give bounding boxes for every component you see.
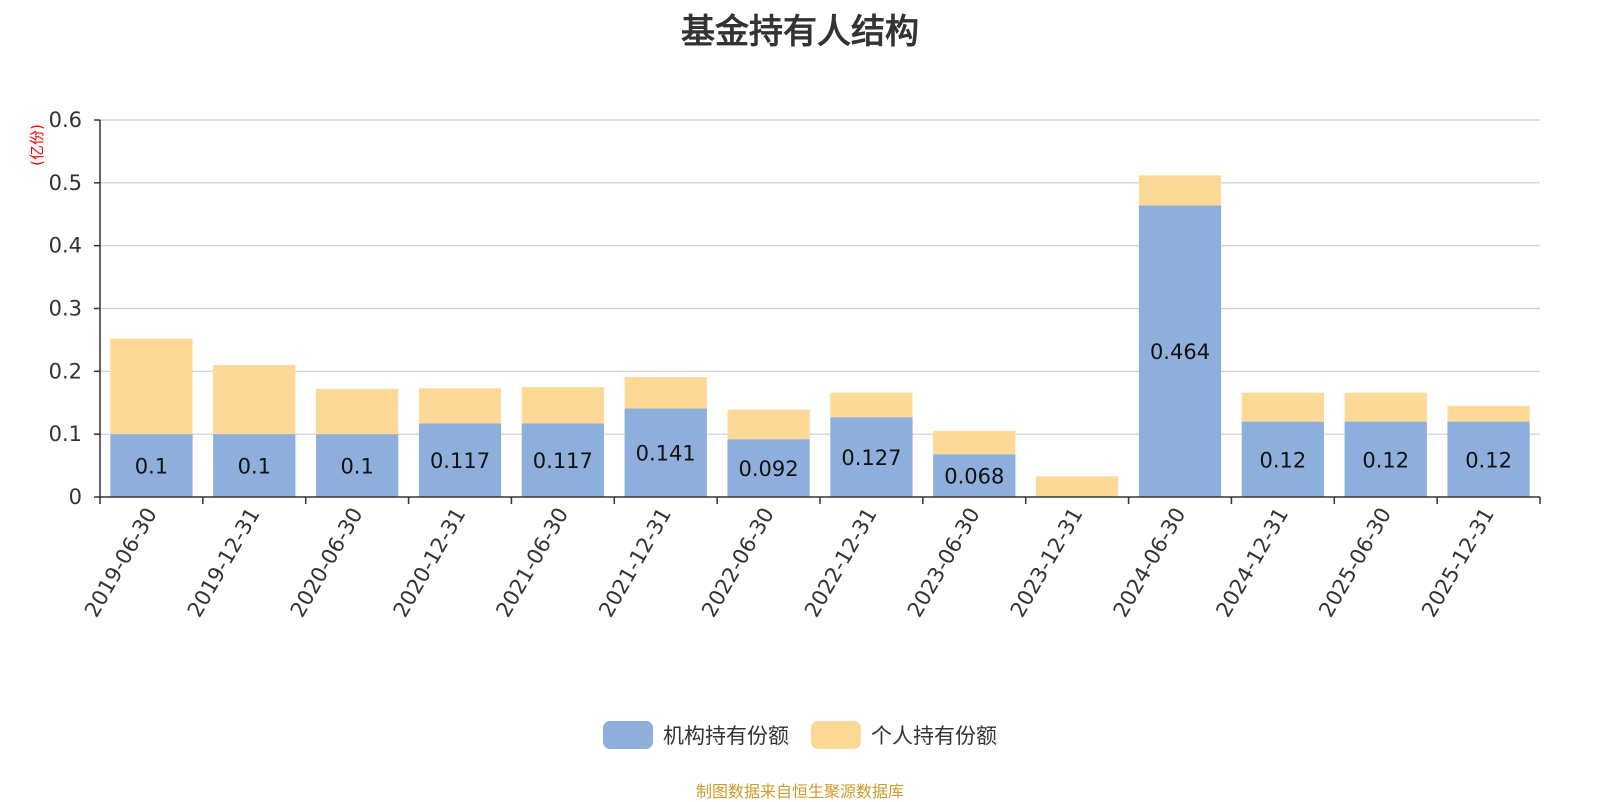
legend-swatch-individual: [811, 721, 861, 749]
bar-institutional-2021-12-31: [624, 408, 707, 497]
bar-individual-2021-06-30: [521, 387, 604, 424]
bar-individual-2025-12-31: [1447, 405, 1530, 422]
data-label-institutional-2020-12-31: 0.117: [430, 449, 490, 473]
x-tick-label-2020-12-31: 2020-12-31: [389, 504, 471, 622]
source-note: 制图数据来自恒生聚源数据库: [695, 782, 904, 801]
data-label-institutional-2021-12-31: 0.141: [636, 442, 696, 466]
legend-item-individual[interactable]: 个人持有份额: [811, 720, 997, 750]
x-tick-label-2023-12-31: 2023-12-31: [1006, 504, 1088, 622]
bar-institutional-2024-06-30: [1138, 205, 1222, 497]
legend-label-institutional: 机构持有份额: [663, 724, 789, 748]
data-label-institutional-2024-12-31: 0.12: [1259, 448, 1306, 472]
bar-individual-2021-12-31: [624, 376, 707, 409]
grid-lines: [100, 119, 1540, 435]
data-label-institutional-2020-06-30: 0.1: [340, 455, 373, 479]
bar-institutional-2025-12-31: [1447, 421, 1530, 497]
bar-individual-2019-12-31: [213, 365, 296, 435]
y-axis-unit-label: (亿份): [28, 124, 46, 166]
bars: [110, 175, 1530, 497]
data-label-institutional-2025-06-30: 0.12: [1362, 448, 1409, 472]
y-tick-label: 0: [69, 485, 82, 509]
bar-institutional-2022-12-31: [830, 417, 913, 497]
data-label-institutional-2021-06-30: 0.117: [533, 449, 593, 473]
bar-institutional-2023-06-30: [933, 454, 1016, 497]
y-tick-label: 0.1: [49, 422, 82, 446]
y-tick-label: 0.2: [49, 359, 82, 383]
y-tick-label: 0.4: [49, 234, 82, 258]
data-labels: 0.1 0.1 0.1 0.117 0.117 0.141 0.092 0.127 0.068 0…: [135, 340, 1512, 488]
data-label-institutional-2025-12-31: 0.12: [1465, 448, 1512, 472]
y-tick-label: 0.3: [49, 297, 82, 321]
data-label-institutional-2024-06-30: 0.464: [1150, 340, 1210, 364]
bar-institutional-2019-06-30: [110, 434, 193, 497]
data-label-institutional-2019-12-31: 0.1: [238, 455, 271, 479]
x-tick-label-2021-12-31: 2021-12-31: [594, 504, 676, 622]
x-tick-label-2023-06-30: 2023-06-30: [903, 503, 985, 621]
bar-institutional-2021-06-30: [521, 423, 604, 497]
x-tick-label-2020-06-30: 2020-06-30: [286, 504, 368, 622]
bar-individual-2023-12-31: [1036, 476, 1119, 497]
x-tick-label-2025-12-31: 2025-12-31: [1417, 504, 1499, 622]
y-tick-label: 0.5: [49, 171, 82, 195]
x-tick-label-2025-06-30: 2025-06-30: [1314, 504, 1396, 622]
x-tick-label-2019-06-30: 2019-06-30: [80, 504, 162, 622]
data-label-institutional-2023-06-30: 0.068: [944, 465, 1004, 489]
axes: 0 0.1 0.2 0.3 0.4 0.5 0.6 2019-06-30 2019-12-31 2…: [49, 108, 1541, 622]
bar-institutional-2022-06-30: [727, 439, 810, 497]
x-tick-label-2024-06-30: 2024-06-30: [1109, 504, 1191, 622]
legend: 机构持有份额 个人持有份额: [0, 720, 1600, 750]
x-tick-label-2021-06-30: 2021-06-30: [491, 504, 573, 622]
bar-institutional-2025-06-30: [1344, 421, 1427, 497]
bar-individual-2022-12-31: [830, 392, 913, 418]
bar-individual-2020-06-30: [316, 388, 399, 435]
legend-swatch-institutional: [603, 721, 653, 749]
bar-institutional-2019-12-31: [213, 434, 296, 497]
x-tick-label-2022-06-30: 2022-06-30: [697, 504, 779, 622]
bar-institutional-2020-06-30: [316, 434, 399, 497]
bar-individual-2022-06-30: [727, 409, 810, 440]
bar-individual-2025-06-30: [1344, 392, 1427, 422]
bar-individual-2019-06-30: [110, 338, 193, 435]
legend-item-institutional[interactable]: 机构持有份额: [603, 720, 789, 750]
legend-label-individual: 个人持有份额: [871, 724, 997, 748]
chart-title: 基金持有人结构: [681, 12, 919, 52]
x-tick-label-2024-12-31: 2024-12-31: [1211, 504, 1293, 622]
y-tick-label: 0.6: [49, 108, 82, 132]
data-label-institutional-2019-06-30: 0.1: [135, 455, 168, 479]
bar-individual-2024-12-31: [1241, 392, 1324, 422]
bar-institutional-2024-12-31: [1241, 421, 1324, 497]
bar-institutional-2020-12-31: [418, 423, 502, 497]
data-label-institutional-2022-12-31: 0.127: [841, 446, 901, 470]
x-tick-label-2022-12-31: 2022-12-31: [800, 504, 882, 622]
data-label-institutional-2022-06-30: 0.092: [739, 457, 799, 481]
bar-individual-2024-06-30: [1138, 175, 1222, 206]
bar-individual-2023-06-30: [933, 431, 1016, 455]
bar-individual-2020-12-31: [418, 388, 502, 424]
x-tick-label-2019-12-31: 2019-12-31: [183, 504, 265, 622]
